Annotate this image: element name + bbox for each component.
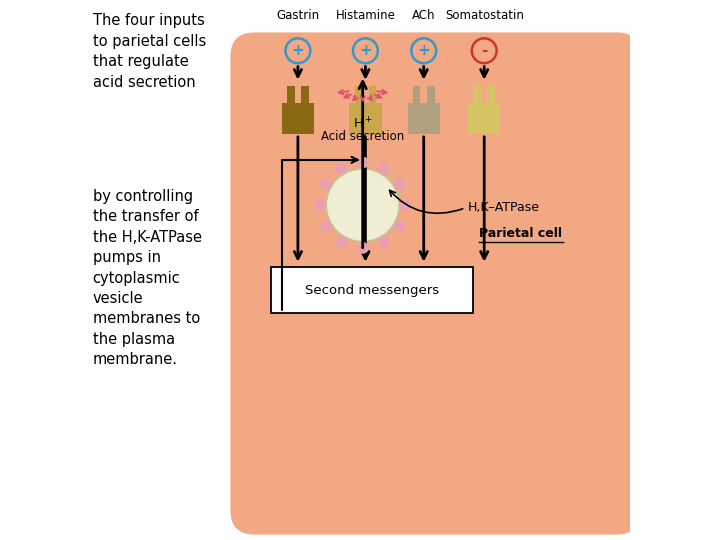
FancyBboxPatch shape <box>230 32 641 535</box>
Circle shape <box>400 199 411 211</box>
Text: Parietal cell: Parietal cell <box>479 227 562 240</box>
Text: Acid secretion: Acid secretion <box>321 130 405 143</box>
Text: Somatostatin: Somatostatin <box>445 9 523 22</box>
Bar <box>349 103 382 134</box>
Circle shape <box>326 168 400 242</box>
Bar <box>413 86 420 103</box>
Bar <box>271 267 474 313</box>
Bar <box>468 103 500 134</box>
Circle shape <box>394 220 405 232</box>
Text: Second messengers: Second messengers <box>305 284 439 297</box>
Circle shape <box>320 220 332 232</box>
Bar <box>301 86 309 103</box>
Text: H$^+$: H$^+$ <box>353 116 372 131</box>
Bar <box>369 86 376 103</box>
Circle shape <box>378 236 390 248</box>
Bar <box>474 86 481 103</box>
Circle shape <box>336 236 347 248</box>
Circle shape <box>320 178 332 190</box>
Text: Histamine: Histamine <box>336 9 395 22</box>
Circle shape <box>378 163 390 174</box>
Bar <box>355 86 362 103</box>
Bar <box>427 86 435 103</box>
Bar <box>408 103 440 134</box>
Bar <box>287 86 294 103</box>
Circle shape <box>394 178 405 190</box>
Circle shape <box>314 199 326 211</box>
Text: Gastrin: Gastrin <box>276 9 320 22</box>
Text: +: + <box>292 43 305 58</box>
Bar <box>282 103 314 134</box>
Text: +: + <box>359 43 372 58</box>
Text: -: - <box>481 43 487 58</box>
Bar <box>487 86 495 103</box>
Circle shape <box>357 157 369 168</box>
Text: +: + <box>418 43 430 58</box>
Circle shape <box>336 163 347 174</box>
Circle shape <box>357 242 369 254</box>
Text: by controlling
the transfer of
the H,K-ATPase
pumps in
cytoplasmic
vesicle
membr: by controlling the transfer of the H,K-A… <box>93 189 202 367</box>
Text: The four inputs
to parietal cells
that regulate
acid secretion: The four inputs to parietal cells that r… <box>93 14 206 90</box>
Text: ACh: ACh <box>412 9 436 22</box>
Text: H,K–ATPase: H,K–ATPase <box>468 201 540 214</box>
